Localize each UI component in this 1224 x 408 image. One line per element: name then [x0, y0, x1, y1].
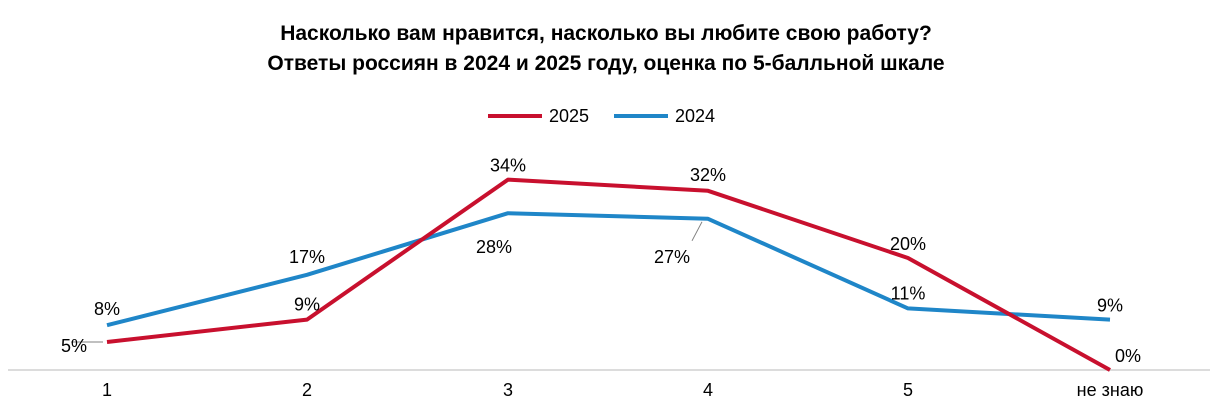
x-tick-label: 4: [703, 380, 713, 400]
legend-label-2025: 2025: [549, 106, 589, 126]
chart-subtitle: Ответы россиян в 2024 и 2025 году, оценк…: [267, 52, 944, 75]
series-line-2025: [106, 177, 1111, 372]
data-labels: 5% 9% 34% 32% 20% 0% 8% 17% 28% 27% 11% 9%: [61, 156, 1141, 366]
legend-label-2024: 2024: [675, 106, 715, 126]
data-label-2024: 28%: [476, 237, 512, 257]
data-label-2025: 32%: [690, 165, 726, 185]
x-tick-label: 5: [903, 380, 913, 400]
data-label-2025: 5%: [61, 336, 87, 356]
data-label-2024: 11%: [891, 283, 926, 303]
x-tick-label: не знаю: [1077, 380, 1144, 400]
x-tick-label: 1: [102, 380, 112, 400]
leader-line-2024-4: [691, 221, 703, 242]
x-tick-label: 2: [302, 380, 312, 400]
series-line-2024: [106, 211, 1111, 328]
legend: 2025 2024: [488, 106, 715, 126]
data-label-2024: 17%: [289, 247, 325, 267]
data-label-2024: 8%: [94, 299, 120, 319]
data-label-2024: 27%: [654, 247, 690, 267]
leader-lines: [71, 221, 703, 343]
data-label-2025: 34%: [490, 156, 526, 176]
data-label-2025: 0%: [1115, 346, 1141, 366]
x-tick-label: 3: [503, 380, 513, 400]
data-label-2024: 9%: [1097, 296, 1123, 316]
data-label-2025: 9%: [294, 295, 320, 315]
data-label-2025: 20%: [890, 234, 926, 254]
chart-title: Насколько вам нравится, насколько вы люб…: [280, 22, 932, 45]
x-axis-ticks: 1 2 3 4 5 не знаю: [102, 380, 1143, 400]
series-lines: [106, 177, 1111, 372]
